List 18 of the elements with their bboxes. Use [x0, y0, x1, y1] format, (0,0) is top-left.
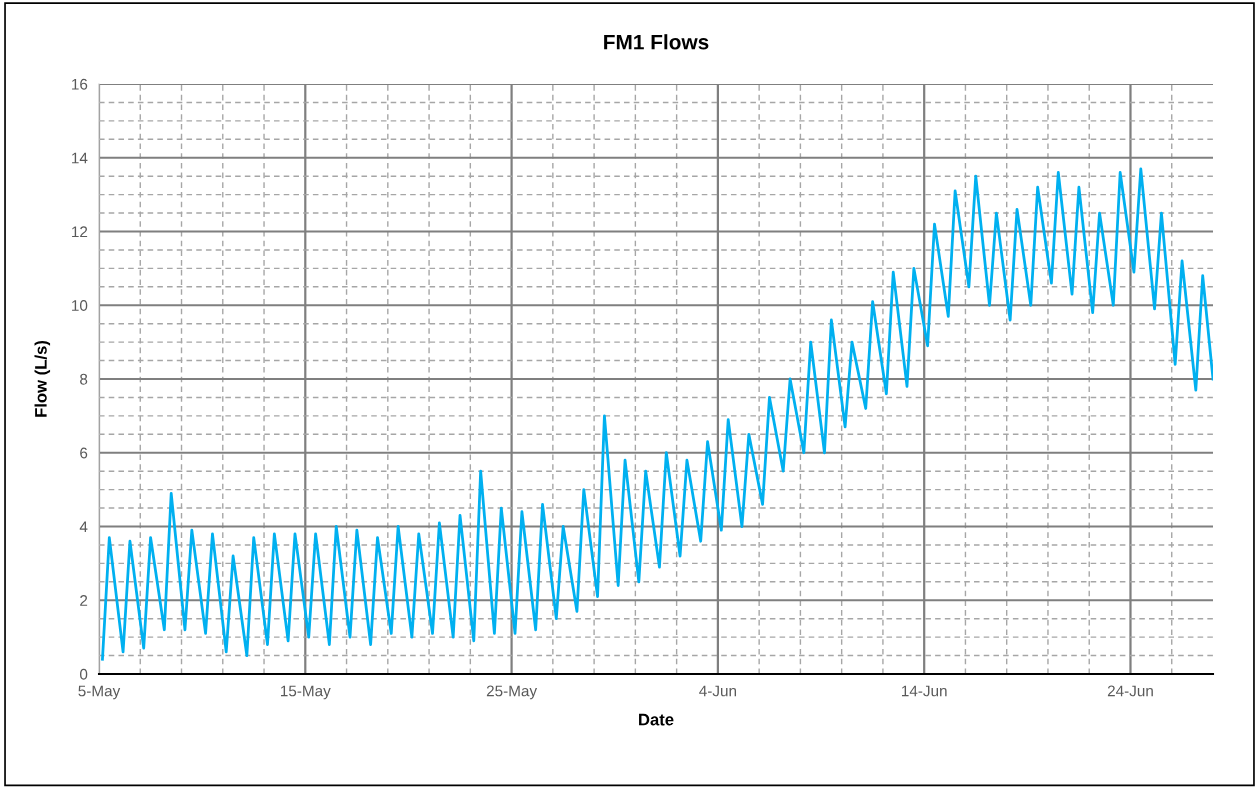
y-tick-label: 16	[72, 78, 88, 90]
y-tick-label: 4	[79, 521, 88, 533]
y-tick-label: 10	[72, 300, 88, 311]
y-tick-label: 8	[80, 373, 88, 385]
x-tick-label: 14-Jun	[902, 685, 947, 697]
x-tick-label: 4-Jun	[699, 685, 737, 697]
y-axis-title: Flow (L/s)	[34, 340, 51, 417]
x-tick-label: 25-May	[486, 685, 538, 700]
chart-title: FM1 Flows	[604, 34, 709, 50]
y-tick-label: 6	[80, 447, 88, 459]
x-axis-title: Date	[639, 713, 674, 726]
y-tick-label: 0	[79, 668, 88, 680]
x-tick-label: 15-May	[280, 685, 331, 700]
x-tick-label: 24-Jun	[1107, 685, 1153, 697]
y-tick-label: 12	[72, 226, 88, 238]
y-tick-label: 14	[72, 152, 88, 164]
y-tick-label: 2	[80, 595, 88, 606]
x-tick-label: 5-May	[78, 685, 121, 700]
